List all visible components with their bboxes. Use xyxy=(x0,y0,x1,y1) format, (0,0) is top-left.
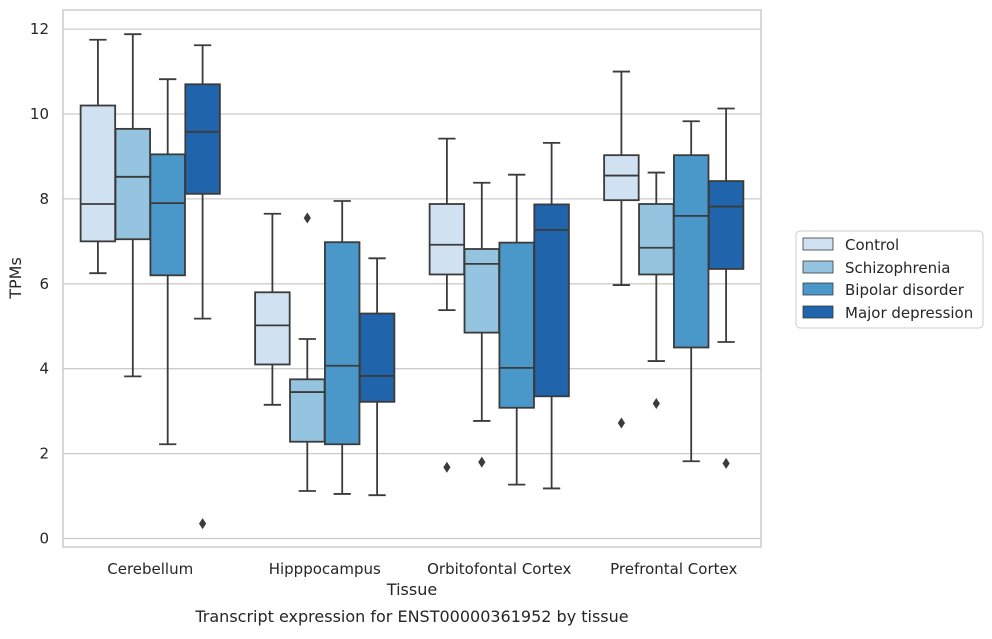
box-hipppocampus-control xyxy=(254,212,291,406)
box-body xyxy=(324,241,361,446)
box-prefrontal-cortex-major-depression xyxy=(707,107,745,469)
legend: Control Schizophrenia Bipolar disorder M… xyxy=(795,230,984,329)
box-body xyxy=(184,83,221,195)
x-tick-label-prefrontal-cortex: Prefrontal Cortex xyxy=(610,560,737,578)
box-body xyxy=(254,291,291,366)
box-body xyxy=(638,203,675,276)
box-prefrontal-cortex-control xyxy=(603,70,640,429)
box-body xyxy=(289,378,326,443)
chart-caption: Transcript expression for ENST0000036195… xyxy=(194,607,628,626)
y-tick-label-4: 4 xyxy=(39,360,49,378)
legend-swatch-bipolar-disorder xyxy=(802,282,834,296)
box-body xyxy=(358,312,396,403)
box-cerebellum-bipolar-disorder xyxy=(149,78,186,446)
box-orbitofontal-cortex-control xyxy=(428,137,466,473)
box-body xyxy=(707,180,745,270)
box-orbitofontal-cortex-bipolar-disorder xyxy=(498,173,535,486)
legend-label-control: Control xyxy=(845,236,899,254)
y-tick-label-0: 0 xyxy=(39,530,49,548)
box-body xyxy=(114,127,151,241)
y-tick-label-12: 12 xyxy=(30,20,49,38)
box-body xyxy=(603,154,640,202)
outlier-marker xyxy=(199,518,207,530)
x-tick-labels: Cerebellum Hipppocampus Orbitofontal Corte… xyxy=(107,560,737,578)
box-body xyxy=(463,248,500,334)
box-body xyxy=(79,104,117,243)
x-axis-label: Tissue xyxy=(386,580,437,599)
box-body xyxy=(673,154,710,349)
legend-swatch-schizophrenia xyxy=(802,260,834,274)
outlier-marker xyxy=(617,417,625,429)
y-axis-label: TPMs xyxy=(6,257,25,300)
boxes-layer xyxy=(79,33,745,530)
y-tick-labels: 0 2 4 6 8 10 12 xyxy=(30,20,49,547)
box-prefrontal-cortex-schizophrenia xyxy=(638,171,675,410)
box-prefrontal-cortex-bipolar-disorder xyxy=(673,120,710,463)
y-tick-label-6: 6 xyxy=(39,275,49,293)
outlier-marker xyxy=(722,457,730,469)
box-body xyxy=(533,203,570,398)
legend-frame xyxy=(795,230,984,329)
legend-label-schizophrenia: Schizophrenia xyxy=(845,259,950,277)
box-hipppocampus-bipolar-disorder xyxy=(324,200,361,495)
plot-background xyxy=(63,10,761,547)
legend-swatch-major-depression xyxy=(802,305,834,319)
outlier-marker xyxy=(652,398,660,410)
x-tick-label-hipppocampus: Hipppocampus xyxy=(269,560,381,578)
outlier-marker xyxy=(478,456,486,468)
legend-swatch-control xyxy=(802,237,834,251)
y-tick-label-8: 8 xyxy=(39,190,49,208)
plot-frame xyxy=(62,9,762,548)
box-cerebellum-major-depression xyxy=(184,44,221,530)
y-tick-label-10: 10 xyxy=(30,105,49,123)
x-tick-label-orbitofontal-cortex: Orbitofontal Cortex xyxy=(427,560,571,578)
outlier-marker xyxy=(303,212,311,224)
legend-label-major-depression: Major depression xyxy=(845,304,973,322)
box-cerebellum-schizophrenia xyxy=(114,33,151,378)
box-hipppocampus-major-depression xyxy=(358,257,396,497)
y-tick-label-2: 2 xyxy=(39,445,49,463)
legend-label-bipolar-disorder: Bipolar disorder xyxy=(845,281,965,299)
box-body xyxy=(428,203,466,276)
x-tick-label-cerebellum: Cerebellum xyxy=(107,560,193,578)
box-body xyxy=(498,241,535,409)
box-body xyxy=(149,153,186,277)
grid-lines xyxy=(63,28,761,540)
box-hipppocampus-schizophrenia xyxy=(289,212,326,492)
box-orbitofontal-cortex-major-depression xyxy=(533,141,570,490)
outlier-marker xyxy=(443,461,451,473)
